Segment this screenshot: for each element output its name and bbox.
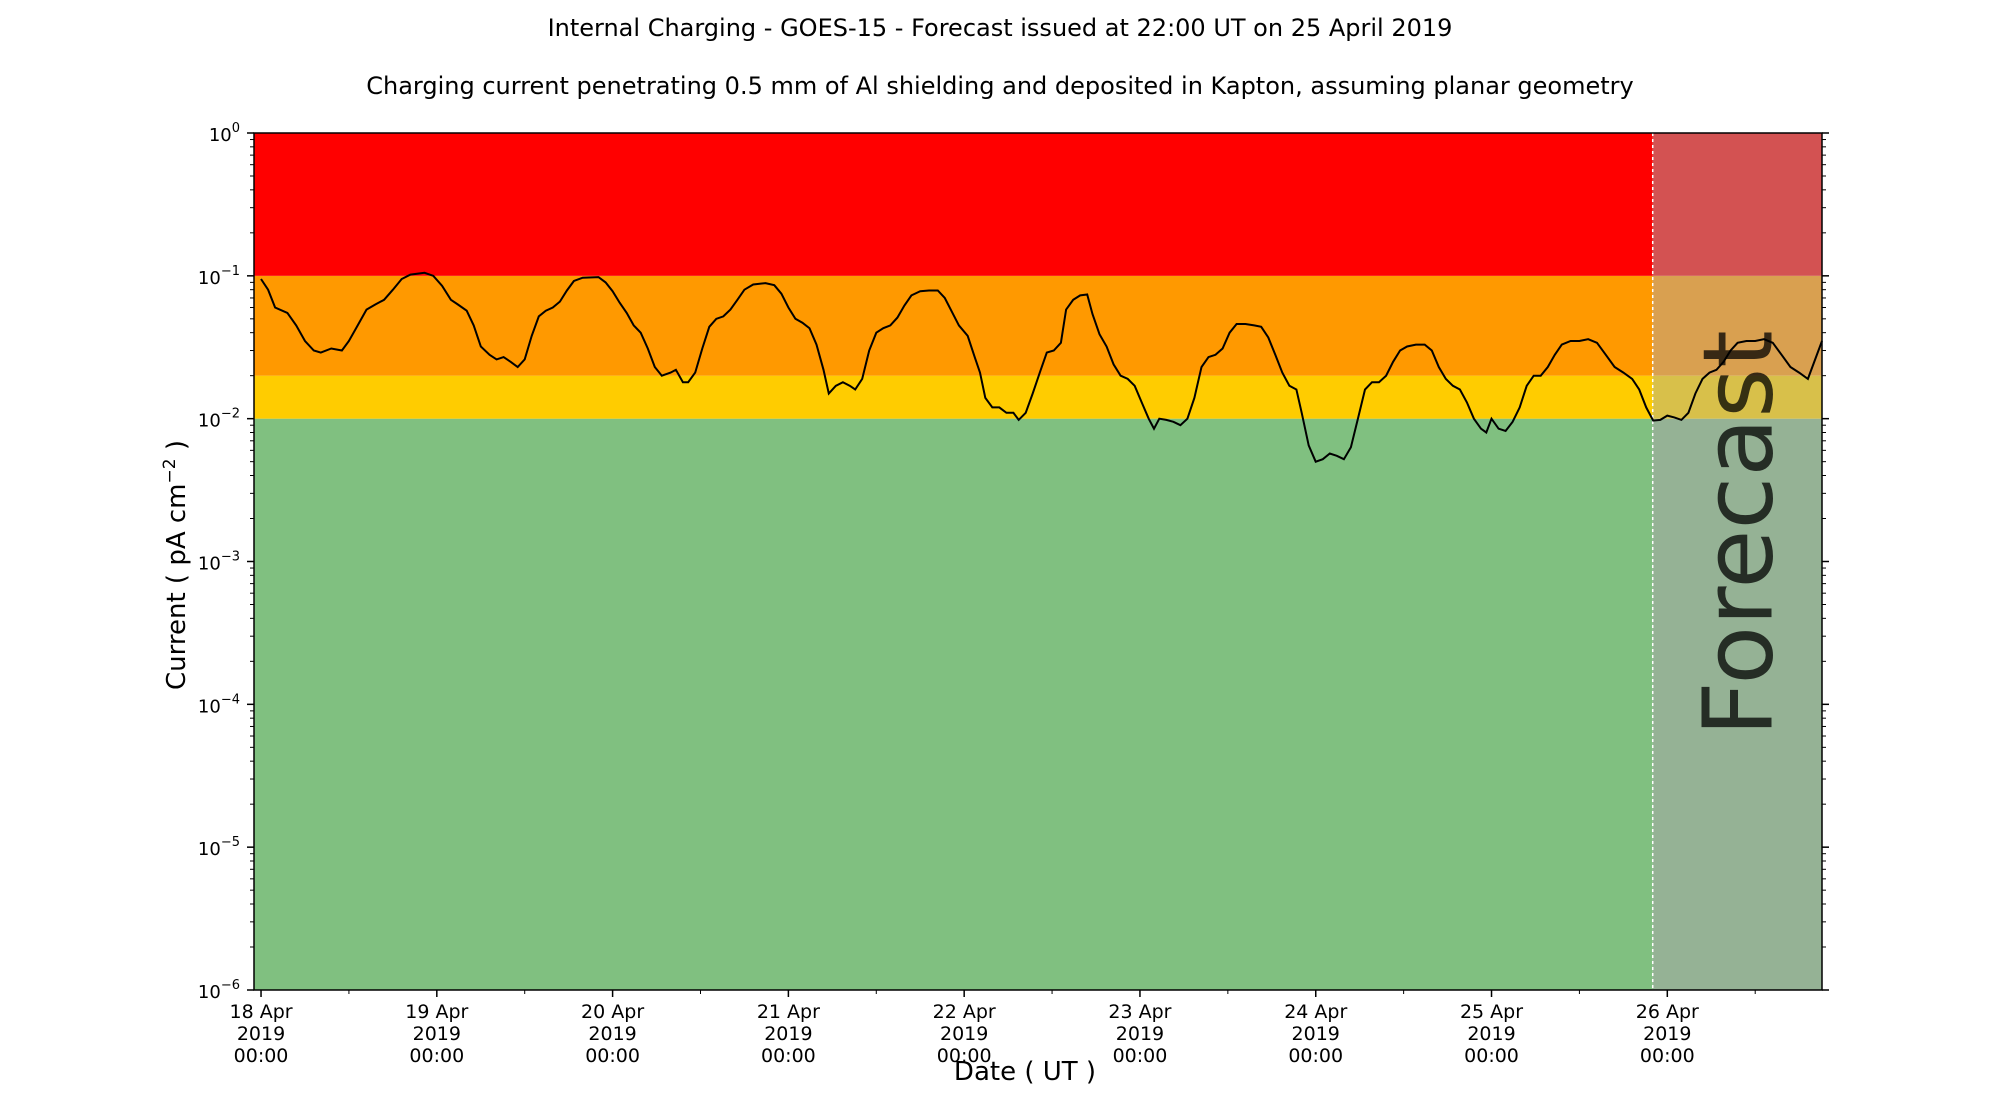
y-tick-exponent: −1 [221,264,240,279]
x-tick-label: 2019 [1116,1023,1164,1045]
forecast-band-0 [1652,418,1822,991]
y-tick-label: 10−5 [198,835,240,860]
x-tick-label: 2019 [940,1023,988,1045]
x-tick-label: 2019 [1643,1023,1691,1045]
x-tick-label: 25 Apr [1460,1001,1523,1023]
x-tick-label: 00:00 [1464,1045,1519,1067]
x-tick-label: 20 Apr [581,1001,644,1023]
x-tick-label: 24 Apr [1284,1001,1347,1023]
y-tick-label: 10−2 [198,407,240,432]
x-tick-label: 18 Apr [229,1001,292,1023]
x-tick-label: 2019 [1467,1023,1515,1045]
forecast-band-1 [1652,375,1822,419]
x-tick-label: 19 Apr [405,1001,468,1023]
x-tick-label: 00:00 [234,1045,289,1067]
y-tick-base: 10 [198,411,221,432]
forecast-label: Forecast [1682,330,1794,736]
series-line [260,271,1823,463]
x-tick-label: 00:00 [1288,1045,1343,1067]
chart-subtitle: Charging current penetrating 0.5 mm of A… [366,72,1634,100]
y-tick-label: 10−3 [198,550,240,575]
band-2 [254,275,1653,376]
x-tick-label: 21 Apr [757,1001,820,1023]
y-tick-label: 10−6 [198,978,240,1003]
x-tick-label: 00:00 [1113,1045,1168,1067]
y-tick-base: 10 [198,696,221,717]
band-1 [254,375,1653,419]
x-tick-label: 00:00 [761,1045,816,1067]
y-tick-base: 10 [198,268,221,289]
y-axis-label-sup: −2 [160,458,180,483]
x-tick-label: 00:00 [937,1045,992,1067]
x-tick-label: 2019 [764,1023,812,1045]
x-axis-label: Date ( UT ) [954,1057,1096,1087]
risk-bands [254,133,1653,991]
x-tick-label: 00:00 [409,1045,464,1067]
y-tick-label: 100 [209,121,240,146]
y-tick-base: 10 [198,982,221,1003]
y-axis-label-end: ) [162,440,192,458]
forecast-band-2 [1652,275,1822,376]
x-tick-label: 22 Apr [933,1001,996,1023]
y-tick-exponent: −2 [221,407,240,422]
y-tick-base: 10 [198,839,221,860]
band-3 [254,133,1653,276]
y-tick-exponent: −4 [221,692,240,707]
y-tick-exponent: −6 [221,978,240,993]
y-tick-label: 10−1 [198,264,240,289]
x-tick-label: 2019 [413,1023,461,1045]
y-axis-label: Current ( pA cm−2 ) [160,440,192,690]
x-tick-label: 2019 [588,1023,636,1045]
y-tick-base: 10 [209,125,232,146]
y-tick-exponent: −3 [221,550,240,565]
x-tick-label: 2019 [237,1023,285,1045]
chart-title: Internal Charging - GOES-15 - Forecast i… [547,14,1453,42]
forecast-band-3 [1652,133,1822,276]
x-tick-label: 26 Apr [1636,1001,1699,1023]
y-axis-label-text: Current ( pA cm [162,483,192,690]
y-tick-exponent: 0 [232,121,240,136]
x-tick-label: 2019 [1292,1023,1340,1045]
x-tick-label: 00:00 [1640,1045,1695,1067]
x-tick-label: 23 Apr [1108,1001,1171,1023]
x-tick-label: 00:00 [585,1045,640,1067]
y-tick-exponent: −5 [221,835,240,850]
y-tick-label: 10−4 [198,692,240,717]
y-tick-base: 10 [198,554,221,575]
band-0 [254,418,1653,991]
forecast-bands [1652,133,1822,991]
